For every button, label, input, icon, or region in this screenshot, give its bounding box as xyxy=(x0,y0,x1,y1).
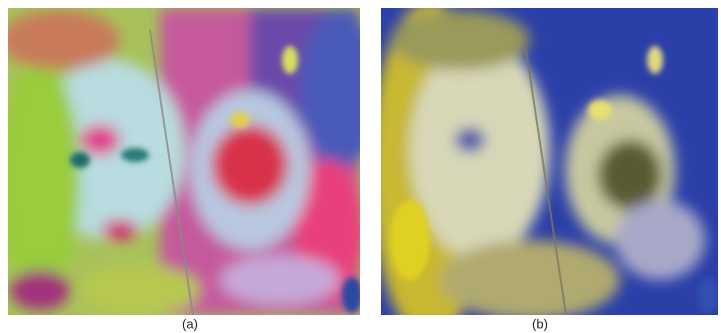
image-b xyxy=(370,0,718,333)
figure: (a) (b) xyxy=(0,0,721,333)
caption: (b) xyxy=(532,316,548,331)
caption: (a) xyxy=(182,316,198,331)
image-a xyxy=(0,8,380,315)
